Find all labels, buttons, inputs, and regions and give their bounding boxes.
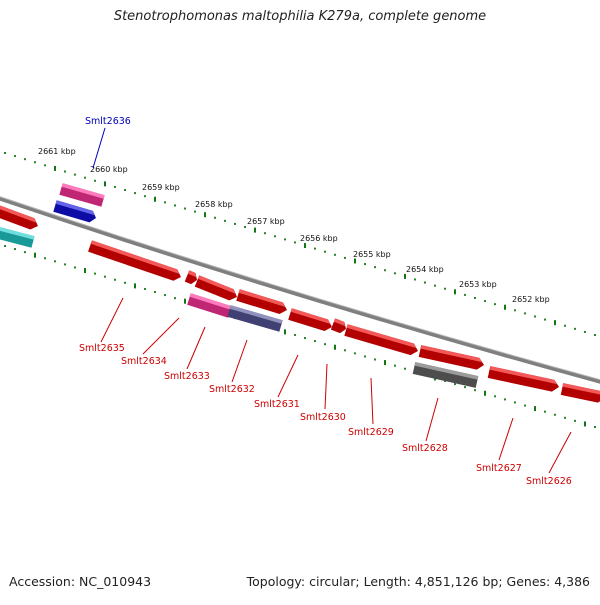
scale-labels: 2661 kbp 2660 kbp 2659 kbp 2658 kbp 2657 kbp…: [38, 147, 550, 304]
gene-arrow: [418, 345, 485, 370]
gene-label-leader-line: [425, 397, 439, 442]
gene-arrow-highlight: [0, 204, 37, 223]
scale-label: 2654 kbp: [406, 265, 444, 274]
scale-label: 2653 kbp: [459, 280, 497, 289]
genome-backbone: [0, 196, 600, 384]
gene-arrow-highlight: [346, 324, 417, 348]
scale-label: 2657 kbp: [247, 217, 285, 226]
gene-arrow-highlight: [562, 383, 600, 396]
gene-arrow: [184, 270, 197, 285]
scale-label: 2661 kbp: [38, 147, 76, 156]
gene-arrow-highlight: [489, 366, 557, 385]
gene-label: Smlt2636: [85, 116, 131, 127]
gene-label-leader-line: [186, 326, 206, 370]
gene-arrow: [412, 362, 479, 388]
scale-label: 2655 kbp: [353, 250, 391, 259]
gene-arrow: [330, 318, 347, 334]
gene-arrow-highlight: [238, 289, 286, 307]
scale-label: 2652 kbp: [512, 295, 550, 304]
gene-label-leader-line: [498, 417, 514, 461]
gene-arrow: [0, 226, 35, 248]
gene-arrow: [487, 366, 559, 392]
gene-arrow: [0, 204, 39, 230]
gene-arrow: [288, 308, 333, 331]
scale-label: 2659 kbp: [142, 183, 180, 192]
gene-label: Smlt2626: [526, 476, 572, 487]
gene-arrow-highlight: [333, 318, 346, 327]
gene-arrow: [59, 183, 105, 207]
gene-label-leader-line: [231, 339, 248, 383]
gene-label-leader-line: [324, 363, 328, 410]
gene-label: Smlt2629: [348, 427, 394, 438]
gene-features: [0, 183, 600, 403]
gene-arrow-highlight: [229, 305, 283, 324]
gene-label-leader-line: [92, 127, 106, 169]
gene-label: Smlt2627: [476, 463, 522, 474]
gene-label-leader-line: [548, 431, 572, 474]
gene-arrow-highlight: [420, 345, 482, 363]
scale-label: 2656 kbp: [300, 234, 338, 243]
gene-label: Smlt2632: [209, 384, 255, 395]
gene-label: Smlt2631: [254, 399, 300, 410]
gene-arrow: [344, 324, 419, 356]
gene-arrow-highlight: [290, 308, 331, 324]
map-title: Stenotrophomonas maltophilia K279a, comp…: [113, 9, 487, 24]
gene-label-leader-line: [142, 317, 180, 355]
scale-label: 2658 kbp: [195, 200, 233, 209]
accession-text: Accession: NC_010943: [9, 574, 152, 589]
gene-label: Smlt2634: [121, 356, 167, 367]
gene-label: Smlt2635: [79, 343, 125, 354]
gene-arrow-highlight: [197, 275, 236, 294]
gene-arrow-highlight: [187, 270, 197, 278]
gene-arrow: [53, 200, 97, 223]
gene-arrow: [194, 275, 237, 301]
gene-label: Smlt2630: [300, 412, 346, 423]
gene-arrow-highlight: [189, 293, 232, 310]
gene-label: Smlt2628: [402, 443, 448, 454]
gene-labels: Smlt2636 Smlt2635 Smlt2634 Smlt2633 Smlt2632…: [79, 116, 572, 487]
gene-arrow: [187, 293, 232, 318]
gene-label: Smlt2633: [164, 371, 210, 382]
gene-label-leader-line: [370, 377, 374, 425]
gene-arrow-highlight: [90, 240, 180, 274]
gene-arrow: [236, 289, 287, 314]
gene-arrow-highlight: [414, 362, 479, 380]
genome-summary-text: Topology: circular; Length: 4,851,126 bp…: [246, 574, 590, 589]
gene-arrow: [560, 383, 600, 403]
gene-label-leader-line: [100, 297, 124, 343]
gene-label-leader-line: [277, 354, 299, 398]
gene-arrow: [227, 305, 283, 332]
gene-arrow-highlight: [55, 200, 95, 216]
gene-arrow: [88, 240, 182, 281]
gene-arrow-highlight: [0, 226, 35, 240]
scale-label: 2660 kbp: [90, 165, 128, 174]
gene-arrow-highlight: [61, 183, 105, 199]
